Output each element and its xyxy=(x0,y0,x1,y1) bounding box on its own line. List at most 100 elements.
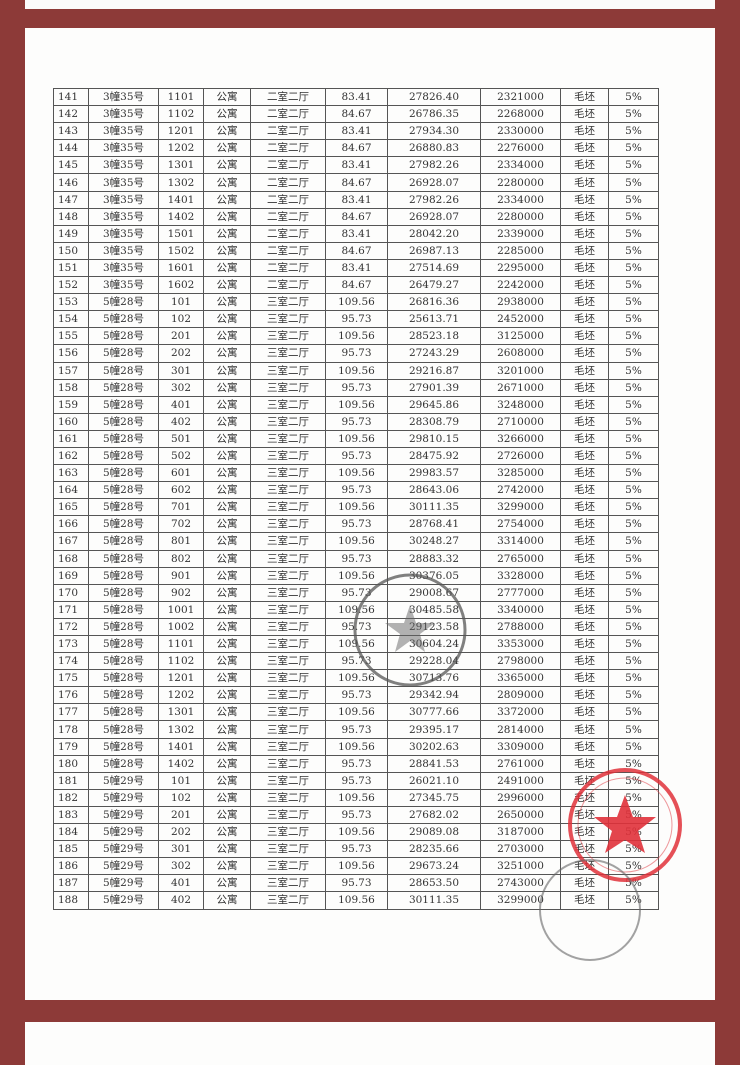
table-cell: 5幢29号 xyxy=(88,840,159,859)
table-cell: 95.73 xyxy=(325,874,388,893)
table-cell: 公寓 xyxy=(203,857,251,876)
table-cell: 1302 xyxy=(158,720,204,739)
table-cell: 1401 xyxy=(158,737,204,756)
table-cell: 5% xyxy=(608,737,659,756)
table-cell: 毛坯 xyxy=(560,429,609,448)
table-cell: 三室二厅 xyxy=(250,720,326,739)
table-cell: 2280000 xyxy=(480,173,561,192)
table-cell: 3299000 xyxy=(480,498,561,517)
table-cell: 188 xyxy=(53,891,89,910)
table-cell: 28308.79 xyxy=(387,412,481,431)
table-cell: 公寓 xyxy=(203,156,251,175)
table-cell: 毛坯 xyxy=(560,412,609,431)
table-cell: 公寓 xyxy=(203,122,251,141)
table-cell: 901 xyxy=(158,566,204,585)
table-cell: 29228.04 xyxy=(387,652,481,671)
table-cell: 28042.20 xyxy=(387,224,481,243)
table-cell: 三室二厅 xyxy=(250,771,326,790)
table-cell: 109.56 xyxy=(325,429,388,448)
table-cell: 2491000 xyxy=(480,771,561,790)
table-cell: 5幢28号 xyxy=(88,754,159,773)
table-cell: 2339000 xyxy=(480,224,561,243)
table-cell: 公寓 xyxy=(203,412,251,431)
table-cell: 5% xyxy=(608,310,659,329)
table-cell: 三室二厅 xyxy=(250,891,326,910)
table-cell: 701 xyxy=(158,498,204,517)
table-cell: 95.73 xyxy=(325,515,388,534)
table-cell: 145 xyxy=(53,156,89,175)
table-cell: 84.67 xyxy=(325,241,388,260)
previous-page-strip xyxy=(25,0,715,9)
table-cell: 5% xyxy=(608,617,659,637)
table-cell: 二室二厅 xyxy=(250,122,326,141)
table-cell: 84.67 xyxy=(325,173,388,192)
table-cell: 毛坯 xyxy=(560,122,609,141)
table-cell: 95.73 xyxy=(325,840,388,859)
table-row: 176 5幢28号 1202 公寓 三室二厅 95.73 29342.94 2809000 毛坯… xyxy=(53,686,659,705)
table-cell: 30248.27 xyxy=(387,532,481,551)
table-cell: 毛坯 xyxy=(560,395,609,414)
table-cell: 143 xyxy=(53,122,89,141)
table-cell: 5幢28号 xyxy=(88,652,159,671)
table-cell: 83.41 xyxy=(325,190,388,209)
table-cell: 公寓 xyxy=(203,788,251,807)
table-cell: 公寓 xyxy=(203,361,251,380)
table-cell: 1601 xyxy=(158,258,204,278)
table-cell: 公寓 xyxy=(203,87,251,107)
table-cell: 156 xyxy=(53,344,89,363)
table-cell: 5% xyxy=(608,344,659,363)
table-cell: 2761000 xyxy=(480,754,561,773)
table-cell: 1101 xyxy=(158,87,204,107)
table-cell: 3幢35号 xyxy=(88,241,159,260)
table-cell: 84.67 xyxy=(325,139,388,158)
table-cell: 27345.75 xyxy=(387,788,481,807)
table-cell: 三室二厅 xyxy=(250,788,326,807)
table-cell: 毛坯 xyxy=(560,805,609,825)
table-row: 155 5幢28号 201 公寓 三室二厅 109.56 28523.18 3125000 毛坯… xyxy=(53,327,659,346)
table-cell: 5幢28号 xyxy=(88,361,159,380)
table-cell: 三室二厅 xyxy=(250,686,326,705)
table-cell: 三室二厅 xyxy=(250,446,326,466)
table-cell: 28643.06 xyxy=(387,481,481,500)
table-cell: 5% xyxy=(608,190,659,209)
table-cell: 1201 xyxy=(158,669,204,688)
table-cell: 1302 xyxy=(158,173,204,192)
table-cell: 401 xyxy=(158,395,204,414)
table-cell: 26479.27 xyxy=(387,276,481,295)
table-cell: 3314000 xyxy=(480,532,561,551)
table-cell: 毛坯 xyxy=(560,190,609,209)
table-cell: 27982.26 xyxy=(387,190,481,209)
table-cell: 109.56 xyxy=(325,395,388,414)
table-cell: 301 xyxy=(158,840,204,859)
table-cell: 5% xyxy=(608,122,659,141)
table-cell: 180 xyxy=(53,754,89,773)
table-cell: 毛坯 xyxy=(560,891,609,910)
table-cell: 1401 xyxy=(158,190,204,209)
table-cell: 5% xyxy=(608,481,659,500)
table-cell: 2330000 xyxy=(480,122,561,141)
table-cell: 2268000 xyxy=(480,105,561,124)
table-cell: 5% xyxy=(608,105,659,124)
table-cell: 169 xyxy=(53,566,89,585)
table-cell: 二室二厅 xyxy=(250,190,326,209)
table-cell: 毛坯 xyxy=(560,669,609,688)
table-cell: 2938000 xyxy=(480,293,561,312)
table-row: 168 5幢28号 802 公寓 三室二厅 95.73 28883.32 2765000 毛坯 5… xyxy=(53,549,659,568)
table-cell: 83.41 xyxy=(325,122,388,141)
table-row: 151 3幢35号 1601 公寓 二室二厅 83.41 27514.69 2295000 毛坯… xyxy=(53,258,659,278)
table-cell: 毛坯 xyxy=(560,652,609,671)
table-cell: 5% xyxy=(608,600,659,619)
table-cell: 109.56 xyxy=(325,566,388,585)
table-cell: 151 xyxy=(53,258,89,278)
table-row: 165 5幢28号 701 公寓 三室二厅 109.56 30111.35 3299000 毛坯… xyxy=(53,498,659,517)
table-row: 185 5幢29号 301 公寓 三室二厅 95.73 28235.66 2703000 毛坯 5… xyxy=(53,840,659,859)
table-cell: 30202.63 xyxy=(387,737,481,756)
table-cell: 三室二厅 xyxy=(250,481,326,500)
table-cell: 302 xyxy=(158,857,204,876)
table-cell: 109.56 xyxy=(325,788,388,807)
table-cell: 二室二厅 xyxy=(250,87,326,107)
table-cell: 3幢35号 xyxy=(88,173,159,192)
table-cell: 902 xyxy=(158,583,204,602)
table-cell: 5% xyxy=(608,515,659,534)
table-row: 178 5幢28号 1302 公寓 三室二厅 95.73 29395.17 2814000 毛坯… xyxy=(53,720,659,739)
